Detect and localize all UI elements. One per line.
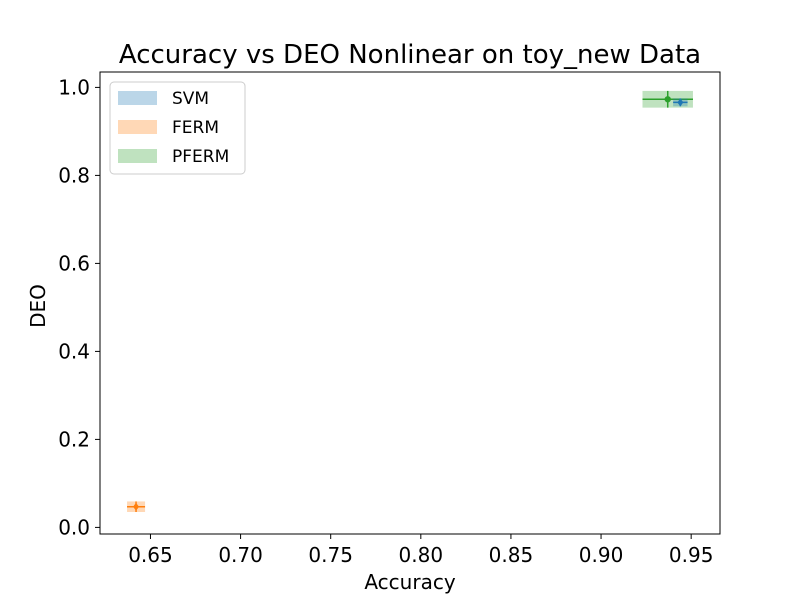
plot-area	[127, 90, 693, 512]
x-tick-label: 0.65	[128, 543, 173, 567]
x-axis-label: Accuracy	[364, 570, 455, 594]
legend-label-pferm: PFERM	[172, 147, 229, 167]
data-point	[677, 98, 684, 107]
x-axis: 0.65 0.70 0.75 0.80 0.85 0.90 0.95	[128, 534, 713, 567]
x-tick-label: 0.75	[308, 543, 353, 567]
x-tick-label: 0.95	[669, 543, 714, 567]
y-axis: 0.0 0.2 0.4 0.6 0.8 1.0	[58, 75, 100, 539]
data-point	[664, 96, 671, 103]
series-svm	[673, 98, 688, 107]
y-tick-label: 0.6	[58, 251, 90, 275]
y-tick-label: 0.2	[58, 427, 90, 451]
plot-frame	[99, 71, 721, 535]
y-tick-label: 0.4	[58, 339, 90, 363]
y-tick-label: 0.8	[58, 163, 90, 187]
y-tick-label: 1.0	[58, 75, 90, 99]
legend-swatch-ferm	[118, 120, 157, 134]
legend-label-ferm: FERM	[172, 118, 219, 138]
legend-label-svm: SVM	[172, 89, 209, 109]
legend-box	[109, 81, 246, 175]
y-axis-label: DEO	[26, 284, 50, 328]
chart-title: Accuracy vs DEO Nonlinear on toy_new Dat…	[119, 40, 701, 70]
x-tick-label: 0.85	[489, 543, 534, 567]
data-point	[133, 502, 140, 511]
legend: SVM FERM PFERM	[109, 81, 246, 175]
y-tick-label: 0.0	[58, 515, 90, 539]
series-ferm	[127, 501, 146, 512]
legend-swatch-svm	[118, 91, 157, 105]
x-tick-label: 0.90	[579, 543, 624, 567]
legend-swatch-pferm	[118, 149, 157, 163]
x-tick-label: 0.80	[399, 543, 444, 567]
x-tick-label: 0.70	[218, 543, 263, 567]
